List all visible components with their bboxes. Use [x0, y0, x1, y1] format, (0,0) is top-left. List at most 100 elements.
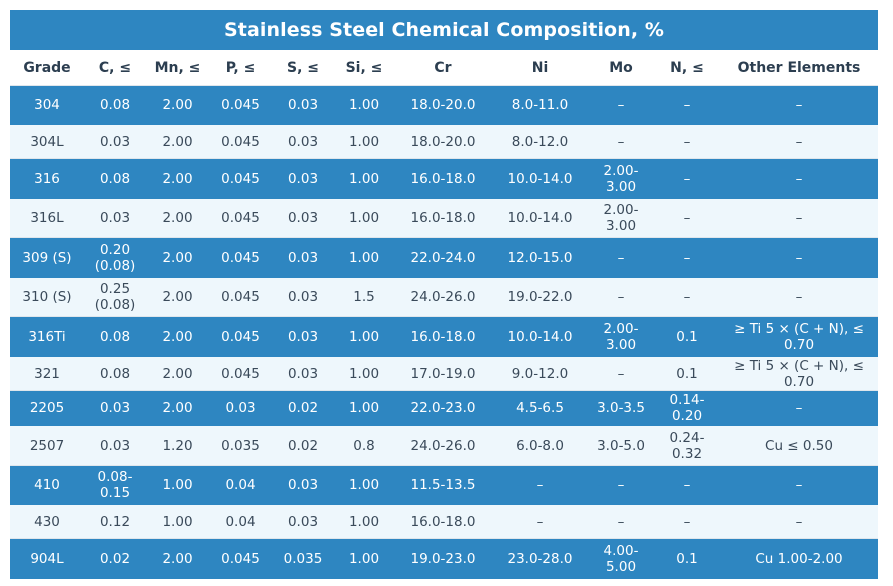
cell-sulfur: 0.03 [272, 85, 334, 125]
cell-other-elements: Cu 1.00-2.00 [720, 538, 878, 579]
cell-grade: 304 [10, 85, 84, 125]
cell-molybdenum: 2.00- 3.00 [588, 316, 654, 357]
cell-manganese: 2.00 [146, 124, 209, 159]
cell-manganese: 2.00 [146, 158, 209, 199]
cell-chromium: 24.0-26.0 [394, 277, 492, 317]
cell-grade: 321 [10, 356, 84, 391]
cell-chromium: 16.0-18.0 [394, 316, 492, 357]
cell-manganese: 2.00 [146, 198, 209, 238]
cell-silicon: 1.00 [334, 465, 394, 505]
cell-manganese: 2.00 [146, 390, 209, 426]
cell-nickel: 19.0-22.0 [492, 277, 588, 317]
cell-nickel: 23.0-28.0 [492, 538, 588, 579]
cell-manganese: 1.00 [146, 504, 209, 539]
cell-chromium: 24.0-26.0 [394, 425, 492, 466]
cell-molybdenum: 2.00- 3.00 [588, 158, 654, 199]
cell-molybdenum: – [588, 504, 654, 539]
cell-grade: 410 [10, 465, 84, 505]
column-header-manganese: Mn, ≤ [146, 50, 209, 86]
cell-phosphorus: 0.045 [209, 237, 272, 278]
table-row: 430 0.12 1.00 0.04 0.03 1.00 16.0-18.0– – – – [10, 504, 878, 539]
cell-nickel: – [492, 504, 588, 539]
table-row: 410 0.08- 0.15 1.00 0.04 0.03 1.00 11.5-13.5– –… [10, 465, 878, 505]
cell-chromium: 22.0-23.0 [394, 390, 492, 426]
cell-manganese: 2.00 [146, 277, 209, 317]
cell-carbon: 0.08 [84, 85, 146, 125]
cell-grade: 309 (S) [10, 237, 84, 278]
cell-nickel: 9.0-12.0 [492, 356, 588, 391]
cell-nitrogen: 0.24-0.32 [654, 425, 720, 466]
cell-silicon: 0.8 [334, 425, 394, 466]
cell-silicon: 1.5 [334, 277, 394, 317]
table-row: 321 0.08 2.00 0.045 0.03 1.00 17.0-19.0 9.0-12.… [10, 356, 878, 391]
cell-manganese: 2.00 [146, 85, 209, 125]
cell-chromium: 16.0-18.0 [394, 158, 492, 199]
cell-carbon: 0.02 [84, 538, 146, 579]
table-row: 904L 0.02 2.00 0.045 0.035 1.00 19.0-23.0 23.0-… [10, 538, 878, 579]
cell-phosphorus: 0.045 [209, 198, 272, 238]
cell-silicon: 1.00 [334, 504, 394, 539]
cell-nitrogen: 0.1 [654, 316, 720, 357]
cell-silicon: 1.00 [334, 158, 394, 199]
cell-other-elements: – [720, 277, 878, 317]
cell-phosphorus: 0.045 [209, 277, 272, 317]
column-header-carbon: C, ≤ [84, 50, 146, 86]
cell-silicon: 1.00 [334, 237, 394, 278]
cell-phosphorus: 0.045 [209, 158, 272, 199]
cell-chromium: 16.0-18.0 [394, 198, 492, 238]
cell-chromium: 22.0-24.0 [394, 237, 492, 278]
cell-nitrogen: 0.14-0.20 [654, 390, 720, 426]
table-row: 316Ti 0.08 2.00 0.045 0.03 1.00 16.0-18.0 10.0-… [10, 316, 878, 357]
table-row: 304 0.08 2.00 0.045 0.03 1.00 18.0-20.0 8.0-11.… [10, 85, 878, 125]
table-row: 2205 0.03 2.00 0.03 0.02 1.00 22.0-23.0 4.5-6.5… [10, 390, 878, 426]
cell-chromium: 18.0-20.0 [394, 124, 492, 159]
table-row: 316 0.08 2.00 0.045 0.03 1.00 16.0-18.0 10.0-14… [10, 158, 878, 199]
cell-nitrogen: – [654, 124, 720, 159]
table-row: 2507 0.03 1.20 0.035 0.02 0.8 24.0-26.0 6.0-8.0… [10, 425, 878, 466]
cell-chromium: 16.0-18.0 [394, 504, 492, 539]
cell-other-elements: – [720, 390, 878, 426]
cell-nickel: 6.0-8.0 [492, 425, 588, 466]
cell-carbon: 0.20 (0.08) [84, 237, 146, 278]
cell-manganese: 1.20 [146, 425, 209, 466]
cell-nickel: 4.5-6.5 [492, 390, 588, 426]
cell-grade: 304L [10, 124, 84, 159]
cell-silicon: 1.00 [334, 124, 394, 159]
cell-molybdenum: – [588, 237, 654, 278]
cell-sulfur: 0.03 [272, 465, 334, 505]
cell-nickel: 10.0-14.0 [492, 158, 588, 199]
cell-carbon: 0.08 [84, 158, 146, 199]
cell-phosphorus: 0.045 [209, 356, 272, 391]
cell-grade: 904L [10, 538, 84, 579]
cell-molybdenum: – [588, 124, 654, 159]
cell-sulfur: 0.03 [272, 158, 334, 199]
cell-manganese: 2.00 [146, 356, 209, 391]
cell-other-elements: – [720, 124, 878, 159]
cell-chromium: 18.0-20.0 [394, 85, 492, 125]
cell-other-elements: – [720, 504, 878, 539]
cell-phosphorus: 0.04 [209, 504, 272, 539]
cell-silicon: 1.00 [334, 198, 394, 238]
cell-carbon: 0.12 [84, 504, 146, 539]
cell-nickel: 10.0-14.0 [492, 198, 588, 238]
cell-molybdenum: 3.0-5.0 [588, 425, 654, 466]
column-header-nickel: Ni [492, 50, 588, 86]
cell-other-elements: ≥ Ti 5 × (C + N), ≤ 0.70 [720, 316, 878, 357]
cell-silicon: 1.00 [334, 538, 394, 579]
cell-other-elements: Cu ≤ 0.50 [720, 425, 878, 466]
cell-silicon: 1.00 [334, 356, 394, 391]
cell-molybdenum: – [588, 465, 654, 505]
cell-nitrogen: – [654, 277, 720, 317]
cell-silicon: 1.00 [334, 390, 394, 426]
cell-sulfur: 0.03 [272, 356, 334, 391]
cell-sulfur: 0.03 [272, 124, 334, 159]
table-row: 310 (S) 0.25 (0.08) 2.00 0.045 0.03 1.5 24.0-2… [10, 277, 878, 317]
cell-nickel: 12.0-15.0 [492, 237, 588, 278]
cell-other-elements: – [720, 465, 878, 505]
cell-chromium: 19.0-23.0 [394, 538, 492, 579]
cell-sulfur: 0.03 [272, 237, 334, 278]
cell-other-elements: – [720, 237, 878, 278]
cell-manganese: 2.00 [146, 237, 209, 278]
column-header-silicon: Si, ≤ [334, 50, 394, 86]
cell-carbon: 0.08- 0.15 [84, 465, 146, 505]
